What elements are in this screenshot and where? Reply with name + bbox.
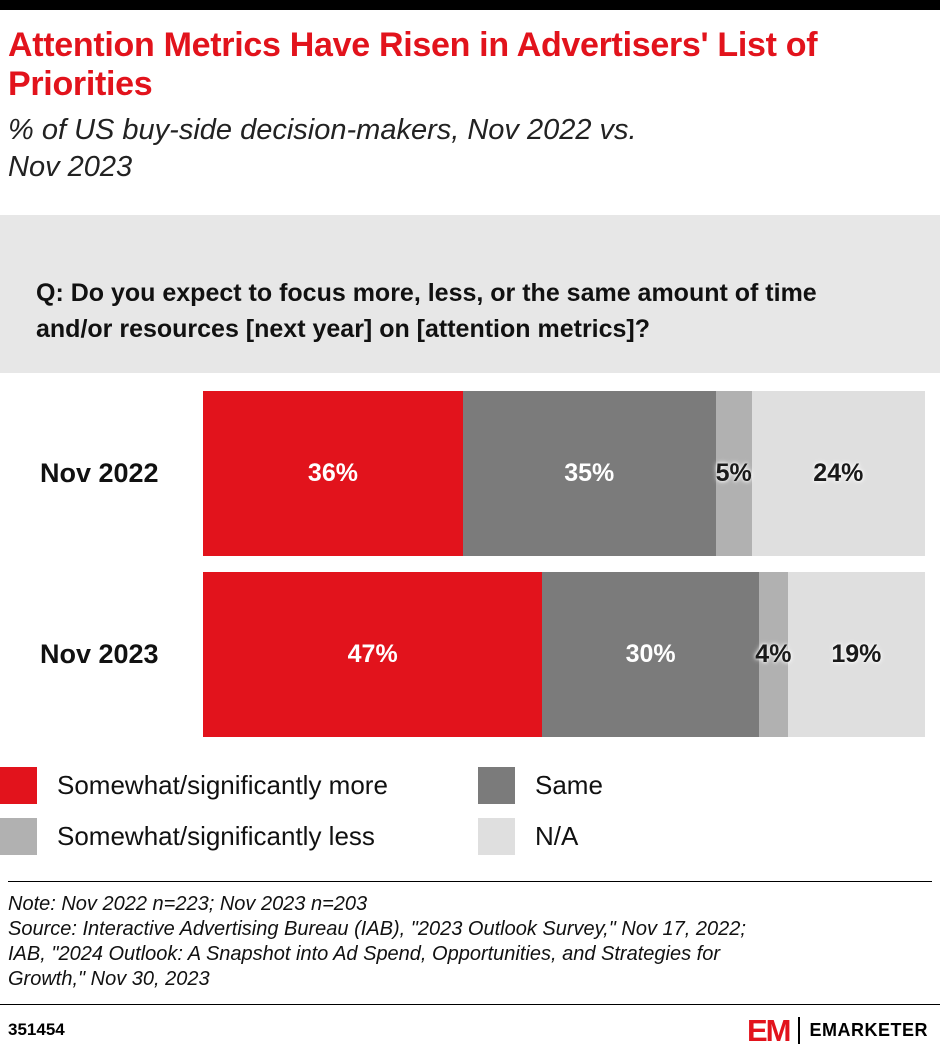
chart-title: Attention Metrics Have Risen in Advertis… <box>8 26 818 103</box>
chart-notes: Note: Nov 2022 n=223; Nov 2023 n=203 Sou… <box>8 881 932 991</box>
legend-swatch <box>0 818 37 856</box>
bar-segment: 5% <box>715 391 752 557</box>
legend-label: N/A <box>535 821 579 852</box>
segment-value-label: 5% <box>715 459 752 488</box>
logo-divider-bar <box>798 1016 801 1044</box>
bar-segment: 30% <box>542 572 759 738</box>
bar-row: Nov 2022 36% 35% 5% 24% <box>0 391 940 557</box>
legend-swatch <box>0 767 37 805</box>
segment-value-label: 4% <box>755 640 792 669</box>
legend-swatch <box>478 818 515 856</box>
category-label: Nov 2023 <box>40 639 159 670</box>
segment-value-label: 24% <box>813 459 864 488</box>
survey-question-text: Q: Do you expect to focus more, less, or… <box>36 279 817 343</box>
source-line: Source: Interactive Advertising Bureau (… <box>8 918 746 990</box>
bar-row: Nov 2023 47% 30% 4% 19% <box>0 572 940 738</box>
legend-item: Somewhat/significantly less <box>0 818 478 856</box>
segment-value-label: 35% <box>564 459 615 488</box>
legend-label: Same <box>535 770 603 801</box>
chart-legend: Somewhat/significantly more Same Somewhat/… <box>0 767 940 856</box>
legend-label: Somewhat/significantly less <box>57 821 375 852</box>
note-line: Note: Nov 2022 n=223; Nov 2023 n=203 <box>8 893 368 916</box>
emarketer-logo: EM EMARKETER <box>747 1015 928 1046</box>
brand-name: EMARKETER <box>809 1019 928 1040</box>
legend-item: Same <box>478 767 932 805</box>
top-accent-bar <box>0 0 940 10</box>
legend-label: Somewhat/significantly more <box>57 770 388 801</box>
chart-id: 351454 <box>8 1020 65 1040</box>
legend-item: N/A <box>478 818 932 856</box>
segment-value-label: 30% <box>625 640 676 669</box>
stacked-bar-chart: Nov 2022 36% 35% 5% 24% Nov 2023 47% 30% 4% 19% <box>0 391 940 738</box>
survey-question-box: Q: Do you expect to focus more, less, or… <box>0 214 940 374</box>
em-logo-mark: EM <box>746 1012 791 1048</box>
segment-value-label: 47% <box>347 640 398 669</box>
bar-segment: 36% <box>203 391 463 557</box>
segment-value-label: 19% <box>831 640 882 669</box>
bar-segment: 35% <box>462 391 716 557</box>
bar-segment: 4% <box>755 572 791 738</box>
footer: 351454 EM EMARKETER <box>0 1003 940 1046</box>
chart-subtitle: % of US buy-side decision-makers, Nov 20… <box>8 113 637 184</box>
legend-item: Somewhat/significantly more <box>0 767 478 805</box>
bar-segment: 24% <box>751 391 925 557</box>
bar-segment: 19% <box>787 572 925 738</box>
bar-track: 47% 30% 4% 19% <box>203 572 925 738</box>
legend-swatch <box>478 767 515 805</box>
bar-track: 36% 35% 5% 24% <box>203 391 925 557</box>
category-label: Nov 2022 <box>40 458 159 489</box>
segment-value-label: 36% <box>307 459 358 488</box>
bar-segment: 47% <box>203 572 543 738</box>
